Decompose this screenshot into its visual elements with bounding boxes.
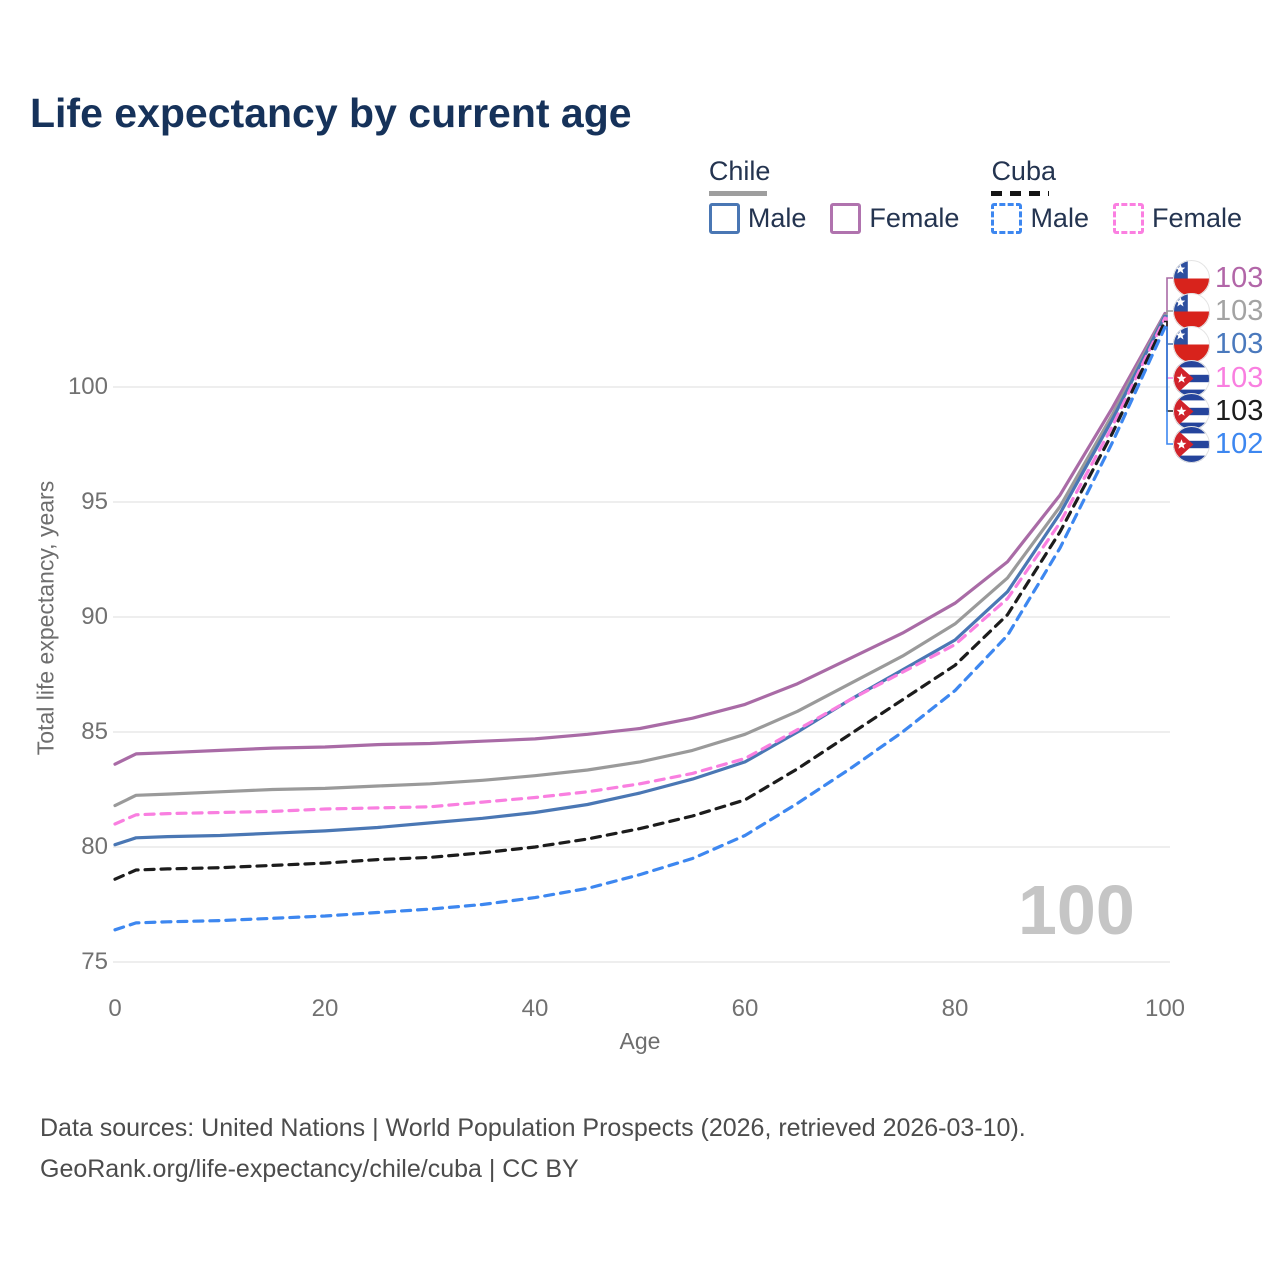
x-tick-label-0: 0 (108, 995, 122, 1022)
cuba-male-swatch (991, 203, 1023, 234)
end-label-row-chile-both: 103 (1173, 292, 1263, 330)
legend-cuba-title: Cuba (991, 156, 1056, 186)
chile-flag-icon (1173, 259, 1210, 297)
legend-chile-male-label: Male (747, 203, 807, 233)
chile-flag-icon (1173, 325, 1210, 363)
x-tick-label-100: 100 (1144, 995, 1186, 1022)
line-cuba-both[interactable] (113, 319, 1167, 881)
cuba-flag-icon (1173, 359, 1210, 397)
x-tick-label-40: 40 (521, 995, 549, 1022)
end-label-row-cuba-female: 103 (1173, 359, 1263, 397)
chile-flag-icon (1173, 292, 1210, 330)
legend-cuba-female-label: Female (1151, 203, 1242, 233)
legend-chile-female-label: Female (869, 203, 960, 233)
y-tick-label-80: 80 (81, 833, 108, 860)
chile-female-swatch (830, 203, 862, 234)
footer: Data sources: United Nations | World Pop… (40, 1108, 1026, 1190)
chile-male-swatch (708, 203, 740, 234)
legend-group-chile: Chile Male Female (708, 156, 959, 234)
legend-item-chile-female[interactable]: Female (830, 203, 959, 234)
legend-item-cuba-male[interactable]: Male (991, 203, 1089, 234)
end-value-label: 103 (1215, 262, 1264, 294)
x-tick-label-60: 60 (731, 995, 759, 1022)
line-chile-male[interactable] (113, 314, 1167, 847)
x-tick-label-20: 20 (311, 995, 339, 1022)
legend-chile-title: Chile (708, 156, 771, 186)
y-tick-label-90: 90 (81, 603, 108, 630)
line-cuba-female[interactable] (113, 316, 1167, 826)
hover-age-watermark: 100 (1018, 871, 1135, 949)
leader-cuba-male (1164, 326, 1173, 445)
cuba-linestyle-swatch (991, 191, 1050, 196)
legend-item-cuba-female[interactable]: Female (1112, 203, 1242, 234)
footer-attribution: GeoRank.org/life-expectancy/chile/cuba |… (40, 1155, 579, 1183)
end-value-label: 103 (1215, 395, 1264, 427)
page-title: Life expectancy by current age (30, 90, 632, 136)
end-value-label: 102 (1215, 428, 1264, 460)
end-label-row-chile-male: 103 (1173, 325, 1263, 363)
y-tick-label-85: 85 (81, 718, 108, 745)
y-tick-label-75: 75 (81, 948, 108, 975)
legend-cuba-male-label: Male (1030, 203, 1089, 233)
y-tick-label-100: 100 (67, 373, 108, 400)
cuba-flag-icon (1173, 392, 1210, 430)
line-chile-both[interactable] (113, 312, 1167, 808)
x-axis-title: Age (619, 1028, 661, 1054)
end-label-row-chile-female: 103 (1173, 259, 1263, 297)
line-cuba-male[interactable] (113, 325, 1167, 932)
cuba-female-swatch (1112, 203, 1144, 234)
leader-chile-female (1164, 277, 1173, 315)
legend-item-chile-male[interactable]: Male (708, 203, 807, 234)
end-label-row-cuba-male: 102 (1173, 425, 1263, 463)
y-tick-label-95: 95 (81, 488, 108, 515)
legend: Chile Male Female Cuba (708, 156, 1242, 234)
end-value-label: 103 (1215, 362, 1264, 394)
line-chile-female[interactable] (113, 311, 1167, 766)
x-tick-label-80: 80 (941, 995, 969, 1022)
footer-datasource: Data sources: United Nations | World Pop… (40, 1114, 1026, 1142)
leader-cuba-both (1164, 320, 1173, 412)
end-value-label: 103 (1215, 295, 1264, 327)
chile-linestyle-swatch (708, 191, 767, 196)
cuba-flag-icon (1173, 425, 1210, 463)
end-value-label: 103 (1215, 328, 1264, 360)
legend-group-cuba: Cuba Male Female (991, 156, 1242, 234)
